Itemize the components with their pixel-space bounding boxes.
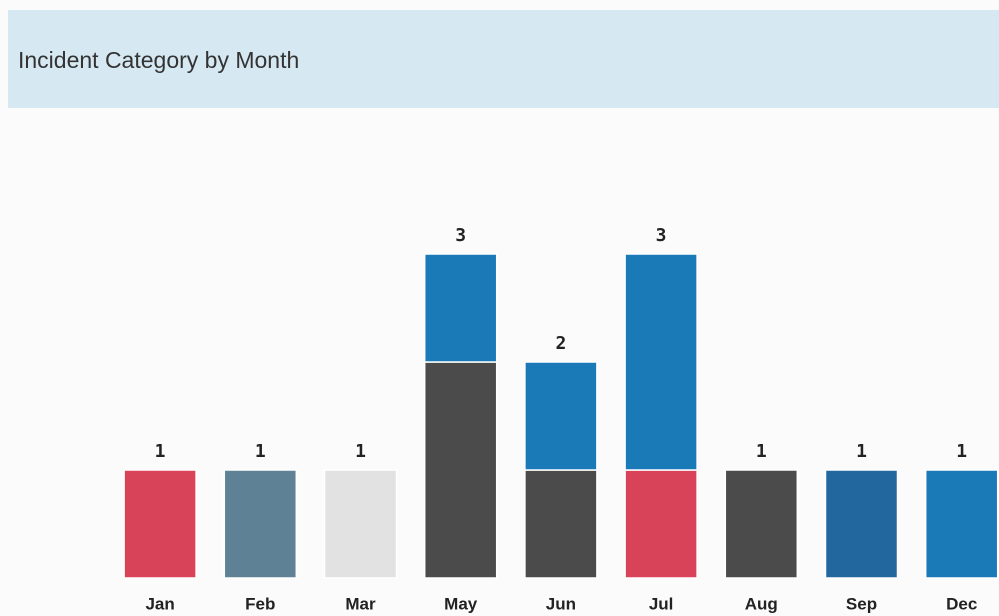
total-label: 3 <box>656 225 667 246</box>
bar-segment <box>423 361 498 579</box>
total-label: 1 <box>255 441 266 462</box>
bar-segment <box>524 361 598 471</box>
total-label: 1 <box>856 441 867 462</box>
x-tick-label: Jun <box>546 594 576 613</box>
total-label: 1 <box>756 441 767 462</box>
total-label: 2 <box>555 333 566 354</box>
x-tick-label: Feb <box>245 594 275 613</box>
total-label: 1 <box>956 441 967 462</box>
header-band <box>8 10 999 108</box>
bar-segment <box>223 469 298 579</box>
bar-segment <box>524 469 598 579</box>
bar-segment <box>624 253 698 471</box>
bar-segment <box>924 469 999 579</box>
x-tick-label: Sep <box>846 594 877 613</box>
chart-title: Incident Category by Month <box>18 47 299 73</box>
x-tick-label: Jul <box>649 594 674 613</box>
bar-segment <box>624 469 698 579</box>
x-tick-label: May <box>444 594 478 613</box>
x-tick-label: Dec <box>946 594 977 613</box>
bar-segment <box>323 469 398 579</box>
x-tick-label: Jan <box>145 594 174 613</box>
bar-segment <box>423 253 498 363</box>
x-tick-label: Aug <box>745 594 778 613</box>
bar-segment <box>824 469 899 579</box>
total-label: 1 <box>155 441 166 462</box>
total-label: 1 <box>355 441 366 462</box>
bar-segment <box>123 469 197 579</box>
bar-segment <box>724 469 799 579</box>
total-label: 3 <box>455 225 466 246</box>
x-tick-label: Mar <box>345 594 376 613</box>
